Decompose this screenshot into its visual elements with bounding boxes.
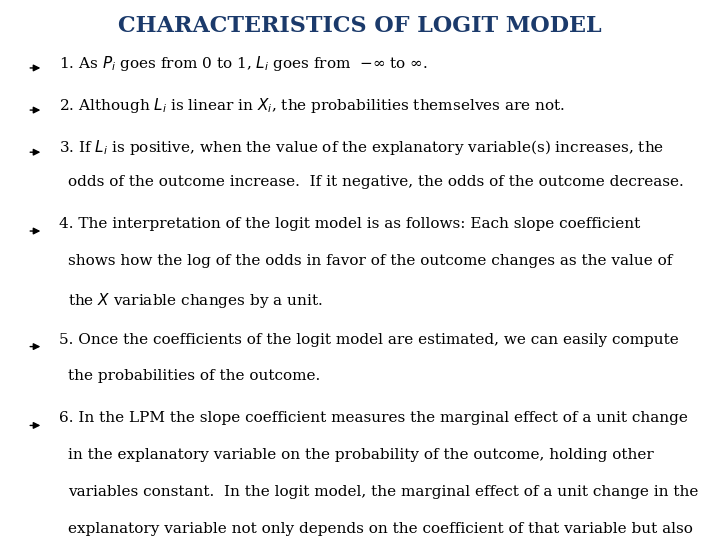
- Text: explanatory variable not only depends on the coefficient of that variable but al: explanatory variable not only depends on…: [68, 522, 693, 536]
- Text: 5. Once the coefficients of the logit model are estimated, we can easily compute: 5. Once the coefficients of the logit mo…: [59, 333, 679, 347]
- Text: 1. As $P_i$ goes from 0 to 1, $L_i$ goes from  −∞ to ∞.: 1. As $P_i$ goes from 0 to 1, $L_i$ goes…: [59, 54, 428, 73]
- Text: the $X$ variable changes by a unit.: the $X$ variable changes by a unit.: [68, 291, 323, 309]
- Text: CHARACTERISTICS OF LOGIT MODEL: CHARACTERISTICS OF LOGIT MODEL: [118, 15, 602, 37]
- Text: 2. Although $L_i$ is linear in $X_i$, the probabilities themselves are not.: 2. Although $L_i$ is linear in $X_i$, th…: [59, 96, 565, 115]
- Text: the probabilities of the outcome.: the probabilities of the outcome.: [68, 369, 320, 383]
- Text: shows how the log of the odds in favor of the outcome changes as the value of: shows how the log of the odds in favor o…: [68, 254, 672, 268]
- Text: odds of the outcome increase.  If it negative, the odds of the outcome decrease.: odds of the outcome increase. If it nega…: [68, 175, 684, 189]
- Text: variables constant.  In the logit model, the marginal effect of a unit change in: variables constant. In the logit model, …: [68, 485, 699, 499]
- Text: in the explanatory variable on the probability of the outcome, holding other: in the explanatory variable on the proba…: [68, 448, 654, 462]
- Text: 4. The interpretation of the logit model is as follows: Each slope coefficient: 4. The interpretation of the logit model…: [59, 217, 640, 231]
- Text: 6. In the LPM the slope coefficient measures the marginal effect of a unit chang: 6. In the LPM the slope coefficient meas…: [59, 411, 688, 426]
- Text: 3. If $L_i$ is positive, when the value of the explanatory variable(s) increases: 3. If $L_i$ is positive, when the value …: [59, 138, 664, 157]
